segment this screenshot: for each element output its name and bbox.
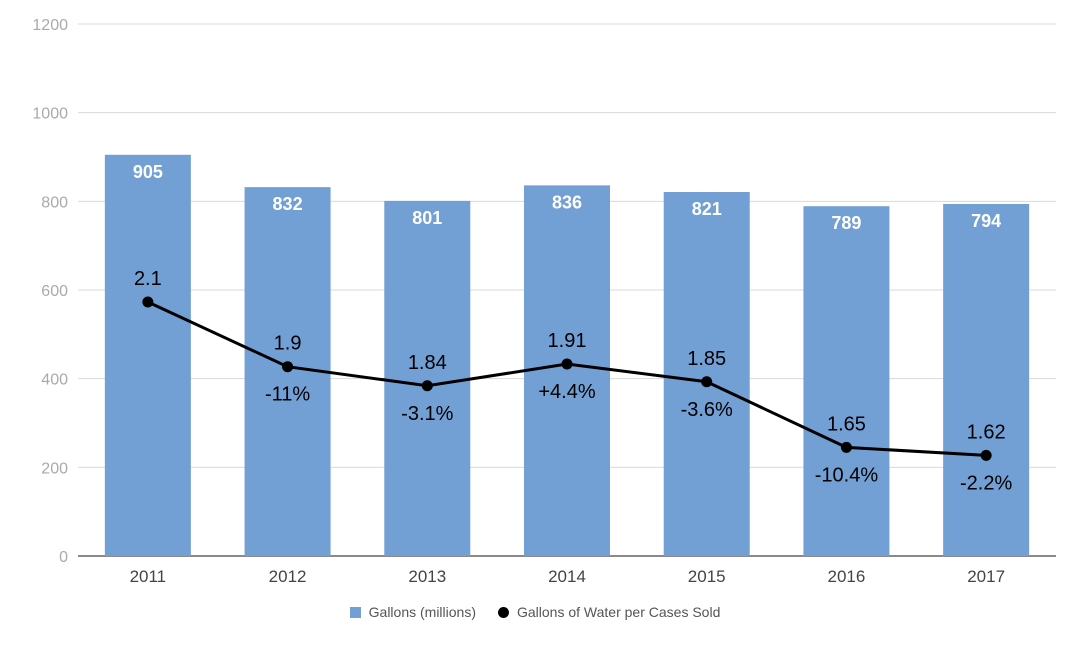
line-point [282,361,294,373]
y-axis: 0 200 400 600 800 1000 1200 [32,17,68,566]
line-series [142,296,992,461]
line-change-label: +4.4% [538,381,595,403]
line-change-label: -11% [265,384,310,406]
line-labels: 2.1 1.9 -11% 1.84 -3.1% 1.91 +4.4% 1.85 -3.6% 1.6… [134,268,1013,494]
y-tick-label: 400 [41,372,68,389]
bar-value-labels: 905 832 801 836 821 789 794 [133,162,1001,233]
line-change-label: -3.1% [401,403,453,425]
bar-value-label: 794 [971,211,1001,231]
x-tick-label: 2013 [408,567,446,586]
y-tick-label: 600 [41,283,68,300]
legend: Gallons (millions) Gallons of Water per … [0,604,1070,620]
x-axis: 2011 2012 2013 2014 2015 2016 2017 [130,567,1005,586]
line-change-label: -10.4% [815,464,879,486]
line-point [561,358,573,370]
x-tick-label: 2012 [269,567,307,586]
bar [663,192,750,557]
bar-value-label: 821 [692,199,722,219]
bar [803,206,890,556]
x-tick-label: 2016 [828,567,866,586]
y-tick-label: 1000 [32,106,68,123]
bar [104,154,191,557]
x-tick-label: 2011 [130,567,167,586]
legend-item-line: Gallons of Water per Cases Sold [498,604,720,620]
y-tick-label: 800 [41,194,68,211]
bar-value-label: 905 [133,162,163,182]
bar-series [104,154,1030,557]
legend-dot-swatch [498,606,509,618]
legend-label-line: Gallons of Water per Cases Sold [517,604,721,620]
y-tick-label: 0 [59,549,68,566]
bar [384,200,471,556]
bar [524,185,610,556]
line-value-label: 1.91 [548,330,587,352]
legend-label-bars: Gallons (millions) [368,604,476,620]
line-change-label: -3.6% [681,399,733,421]
x-tick-label: 2014 [548,567,586,586]
line-point [840,441,852,453]
line-value-label: 1.62 [967,421,1006,443]
line-point [701,376,713,388]
line-change-label: -2.2% [960,472,1012,494]
legend-item-bars: Gallons (millions) [349,604,476,620]
x-tick-label: 2015 [688,567,726,586]
line-value-label: 1.85 [687,348,726,370]
y-tick-label: 1200 [32,17,68,34]
bar-value-label: 832 [273,194,303,214]
bar-value-label: 836 [552,192,582,212]
legend-bar-swatch [349,606,361,618]
line-value-label: 1.65 [827,413,866,435]
line-value-label: 1.9 [274,333,302,355]
line-point [421,380,433,392]
line-point [980,449,992,461]
bar-value-label: 801 [412,208,442,228]
bar [943,203,1030,556]
line-point [142,296,154,308]
y-tick-label: 200 [41,460,68,477]
bar-value-label: 789 [831,213,861,233]
line-value-label: 2.1 [134,268,162,290]
x-tick-label: 2017 [967,567,1005,586]
line-value-label: 1.84 [408,352,447,374]
